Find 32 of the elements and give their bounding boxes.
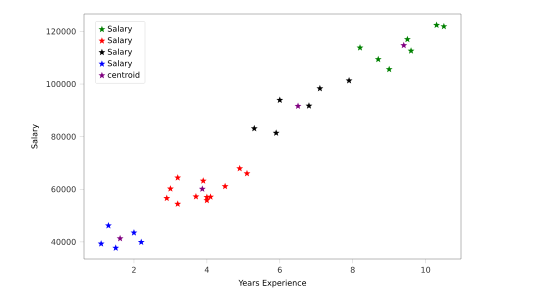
point (192, 193, 200, 200)
point (404, 36, 411, 42)
point (174, 174, 182, 181)
point (112, 244, 120, 251)
point (433, 22, 440, 28)
point (200, 177, 207, 184)
point (400, 42, 408, 48)
point (386, 66, 393, 72)
point (346, 77, 352, 84)
point (250, 124, 258, 132)
point (167, 185, 174, 192)
point (174, 200, 182, 207)
point (236, 164, 244, 172)
point (356, 44, 364, 51)
point (272, 129, 280, 136)
point (244, 170, 250, 176)
point (198, 185, 206, 192)
point (316, 84, 324, 92)
point (374, 56, 382, 62)
point (408, 47, 414, 54)
point (138, 238, 145, 246)
point (116, 234, 124, 242)
point (98, 240, 105, 247)
point (163, 194, 170, 202)
point (105, 222, 112, 228)
point (440, 22, 448, 30)
point (276, 96, 284, 103)
point (222, 182, 229, 190)
point (306, 102, 312, 109)
point (130, 229, 138, 236)
point (294, 102, 302, 110)
point (207, 193, 214, 200)
